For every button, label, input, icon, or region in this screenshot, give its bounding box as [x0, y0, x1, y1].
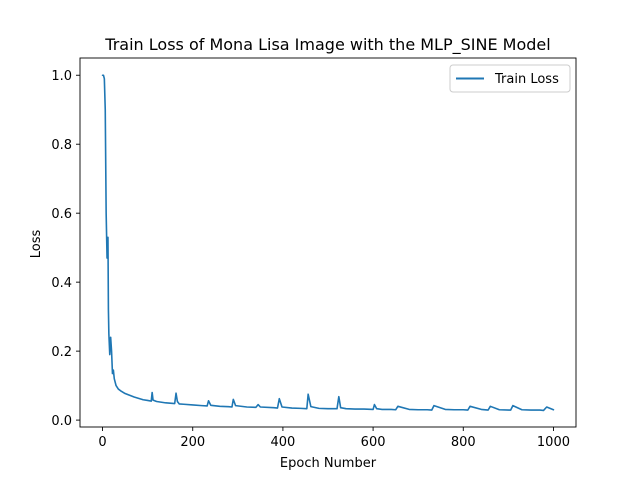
train-loss-line [101, 74, 555, 412]
y-tick-label: 0.8 [51, 138, 72, 153]
x-tick-label: 400 [270, 435, 295, 450]
x-tick-label: 800 [451, 435, 476, 450]
y-tick-label: 0.2 [51, 345, 72, 360]
y-axis-title: Loss [29, 230, 44, 259]
axes-frame [79, 57, 577, 428]
y-tick-label: 0.0 [51, 414, 72, 429]
x-tick-label: 0 [98, 435, 106, 450]
chart-title: Train Loss of Mona Lisa Image with the M… [104, 35, 550, 55]
y-tick-label: 1.0 [51, 69, 72, 84]
legend-label: Train Loss [494, 72, 559, 87]
y-tick-label: 0.4 [51, 276, 72, 291]
x-axis-title: Epoch Number [280, 456, 377, 471]
y-tick-label: 0.6 [51, 207, 72, 222]
x-tick-label: 200 [180, 435, 205, 450]
legend: Train Loss [449, 64, 571, 93]
x-tick-label: 600 [361, 435, 386, 450]
legend-frame [449, 64, 571, 93]
plot-area: 0 200 400 600 800 1000 0.0 0.2 0.4 0.6 0.8 1.0 [51, 57, 577, 450]
x-tick-label: 1000 [537, 435, 570, 450]
